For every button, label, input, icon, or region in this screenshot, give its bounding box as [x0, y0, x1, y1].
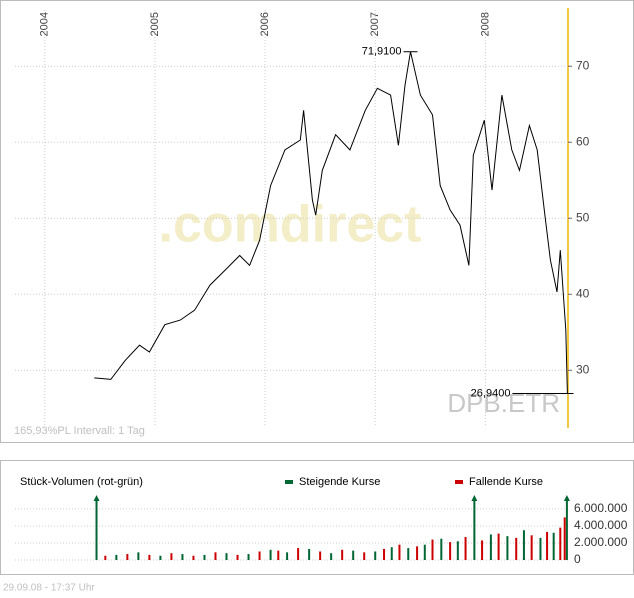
legend-label: Steigende Kurse: [299, 476, 380, 488]
overflow-arrow: [93, 495, 100, 501]
volume-bar: [481, 540, 484, 560]
volume-bar: [330, 553, 333, 560]
volume-bar: [398, 544, 401, 560]
volume-bar: [552, 532, 555, 560]
legend-swatch: [455, 480, 463, 484]
volume-bar: [473, 497, 476, 560]
volume-bar: [203, 554, 206, 560]
volume-bar: [449, 542, 452, 560]
price-line: [94, 51, 568, 394]
volume-bar: [137, 552, 140, 560]
volume-bar: [423, 544, 426, 560]
volume-bar: [170, 553, 173, 560]
volume-bar: [297, 548, 300, 560]
volume-title: Stück-Volumen (rot-grün): [20, 476, 143, 488]
volume-bar: [115, 554, 118, 560]
volume-bar: [416, 546, 419, 560]
y-tick-label: 40: [576, 286, 590, 300]
volume-bar: [214, 552, 217, 560]
volume-bar: [277, 550, 280, 560]
annotation-label: 26,9400: [471, 387, 511, 399]
volume-bar: [269, 549, 272, 560]
info: 165,93%PL Intervall: 1 Tag: [14, 425, 145, 437]
volume-bar: [308, 548, 311, 560]
annotation-label: 71,9100: [362, 46, 402, 58]
volume-bar: [559, 527, 562, 560]
volume-bar: [522, 530, 525, 560]
volume-bar: [431, 539, 434, 560]
overflow-arrow: [563, 495, 570, 501]
y-tick-label: 0: [574, 552, 581, 566]
volume-bar: [352, 550, 355, 560]
volume-bar: [506, 536, 509, 560]
volume-bar: [148, 554, 151, 560]
y-tick-label: 60: [576, 134, 590, 148]
y-tick-label: 2.000.000: [574, 535, 628, 549]
y-tick-label: 70: [576, 58, 590, 72]
volume-bar: [515, 537, 518, 560]
volume-bar: [319, 551, 322, 560]
y-tick-label: 30: [576, 362, 590, 376]
x-tick-label: 2004: [39, 12, 51, 36]
volume-panel: [0, 460, 634, 575]
volume-bar: [363, 552, 366, 560]
legend-swatch: [285, 480, 293, 484]
volume-bar: [489, 534, 492, 560]
volume-bar: [530, 535, 533, 560]
price-panel: [0, 0, 634, 443]
y-tick-label: 6.000.000: [574, 501, 628, 515]
volume-bar: [104, 555, 107, 560]
x-tick-label: 2007: [369, 12, 381, 36]
volume-bar: [565, 497, 568, 560]
legend-label: Fallende Kurse: [469, 476, 543, 488]
volume-bar: [563, 517, 566, 560]
volume-bar: [192, 555, 195, 560]
volume-bar: [286, 552, 289, 560]
volume-bar: [464, 537, 467, 560]
volume-bar: [181, 554, 184, 560]
volume-bar: [390, 547, 393, 560]
volume-bar: [95, 497, 98, 560]
volume-bar: [236, 554, 239, 560]
volume-bar: [546, 531, 549, 560]
volume-bar: [247, 554, 250, 560]
volume-bar: [383, 548, 386, 560]
watermark: .comdirect: [159, 196, 422, 254]
volume-bar: [497, 533, 500, 560]
volume-bar: [539, 537, 542, 560]
y-tick-label: 50: [576, 210, 590, 224]
volume-bar: [440, 538, 443, 560]
overflow-arrow: [471, 495, 478, 501]
x-tick-label: 2008: [479, 12, 491, 36]
x-tick-label: 2006: [259, 12, 271, 36]
volume-bar: [341, 549, 344, 560]
volume-bar: [159, 555, 162, 560]
volume-bar: [126, 554, 129, 560]
footer: 29.09.08 - 17:37 Uhr: [3, 583, 95, 593]
volume-bar: [456, 541, 459, 560]
y-tick-label: 4.000.000: [574, 518, 628, 532]
volume-bar: [225, 553, 228, 560]
volume-bar: [407, 548, 410, 560]
volume-bar: [374, 551, 377, 560]
x-tick-label: 2005: [149, 12, 161, 36]
volume-bar: [258, 551, 261, 560]
symbol: DPB.ETR: [447, 388, 560, 418]
